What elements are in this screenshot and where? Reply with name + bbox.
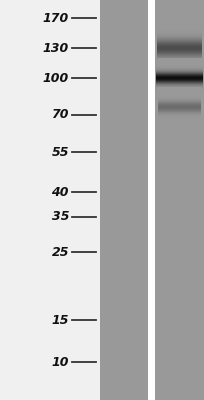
- Text: 15: 15: [51, 314, 69, 326]
- Text: 70: 70: [51, 108, 69, 122]
- Text: 100: 100: [43, 72, 69, 84]
- Text: 35: 35: [51, 210, 69, 224]
- Text: 10: 10: [51, 356, 69, 368]
- Bar: [148, 0, 155, 400]
- Text: 55: 55: [51, 146, 69, 158]
- Text: 130: 130: [43, 42, 69, 54]
- Text: 40: 40: [51, 186, 69, 198]
- Bar: [0, 0, 98, 400]
- Text: 170: 170: [43, 12, 69, 24]
- Text: 25: 25: [51, 246, 69, 258]
